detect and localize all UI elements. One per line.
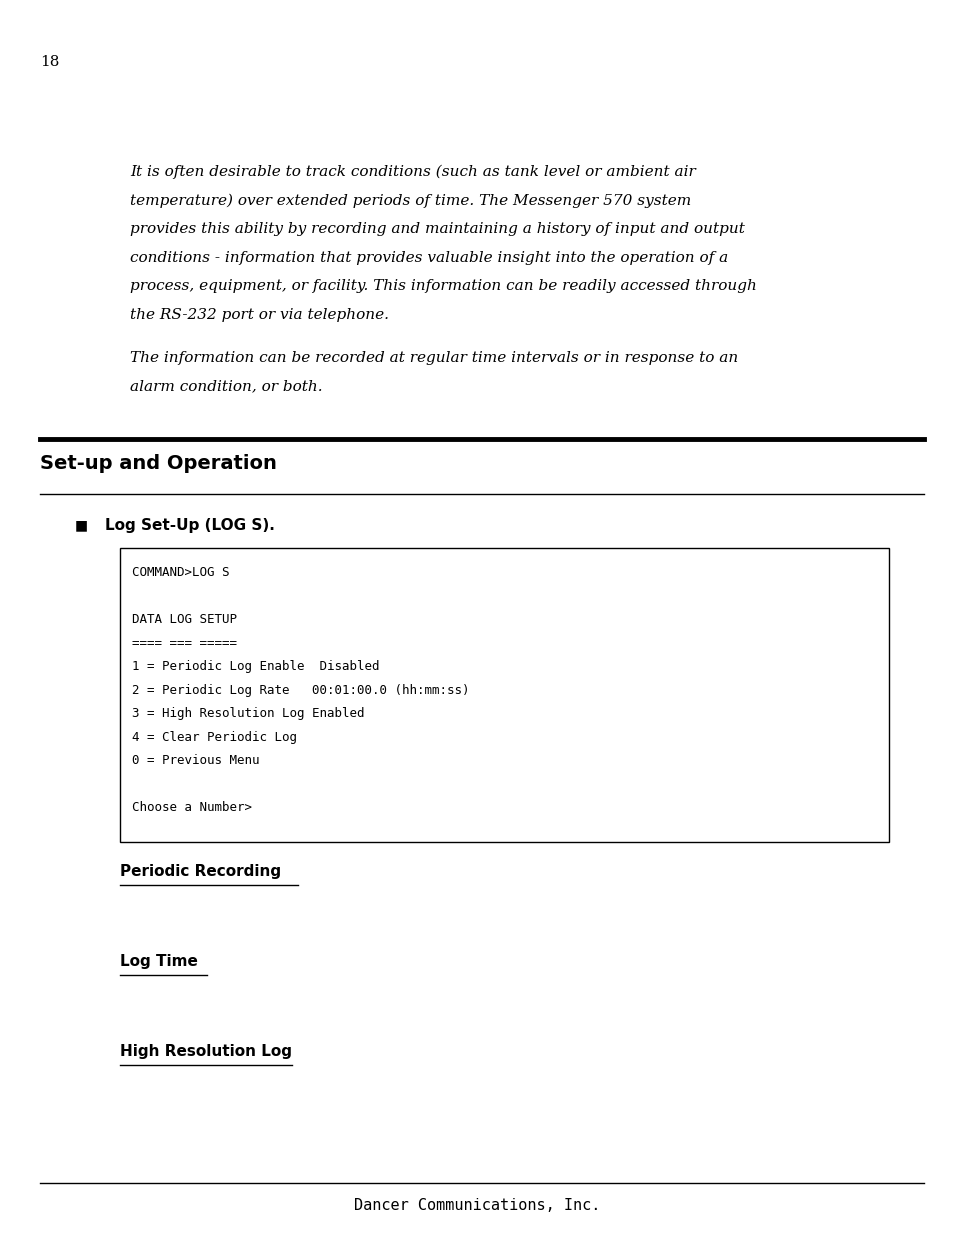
Text: 0 = Previous Menu: 0 = Previous Menu [132, 755, 259, 767]
Text: 1 = Periodic Log Enable  Disabled: 1 = Periodic Log Enable Disabled [132, 659, 379, 673]
Text: 3 = High Resolution Log Enabled: 3 = High Resolution Log Enabled [132, 706, 364, 720]
Text: 4 = Clear Periodic Log: 4 = Clear Periodic Log [132, 730, 296, 743]
Text: Dancer Communications, Inc.: Dancer Communications, Inc. [354, 1198, 599, 1213]
Text: High Resolution Log: High Resolution Log [120, 1044, 292, 1058]
Text: Log Time: Log Time [120, 953, 197, 968]
Text: DATA LOG SETUP: DATA LOG SETUP [132, 613, 236, 626]
Text: ■: ■ [75, 517, 88, 532]
Text: The information can be recorded at regular time intervals or in response to an: The information can be recorded at regul… [130, 351, 738, 366]
Text: 2 = Periodic Log Rate   00:01:00.0 (hh:mm:ss): 2 = Periodic Log Rate 00:01:00.0 (hh:mm:… [132, 683, 469, 697]
Text: Set-up and Operation: Set-up and Operation [40, 454, 276, 473]
Text: temperature) over extended periods of time. The Messenger 570 system: temperature) over extended periods of ti… [130, 194, 691, 207]
Text: Periodic Recording: Periodic Recording [120, 863, 281, 878]
Text: process, equipment, or facility. This information can be readily accessed throug: process, equipment, or facility. This in… [130, 279, 756, 293]
FancyBboxPatch shape [120, 548, 888, 841]
Text: COMMAND>LOG S: COMMAND>LOG S [132, 566, 230, 579]
Text: ==== === =====: ==== === ===== [132, 636, 236, 650]
Text: Choose a Number>: Choose a Number> [132, 802, 252, 814]
Text: conditions - information that provides valuable insight into the operation of a: conditions - information that provides v… [130, 251, 727, 264]
Text: It is often desirable to track conditions (such as tank level or ambient air: It is often desirable to track condition… [130, 165, 695, 179]
Text: 18: 18 [40, 56, 59, 69]
Text: alarm condition, or both.: alarm condition, or both. [130, 379, 322, 394]
Text: provides this ability by recording and maintaining a history of input and output: provides this ability by recording and m… [130, 222, 744, 236]
Text: the RS-232 port or via telephone.: the RS-232 port or via telephone. [130, 308, 389, 321]
Text: Log Set-Up (LOG S).: Log Set-Up (LOG S). [105, 517, 274, 534]
